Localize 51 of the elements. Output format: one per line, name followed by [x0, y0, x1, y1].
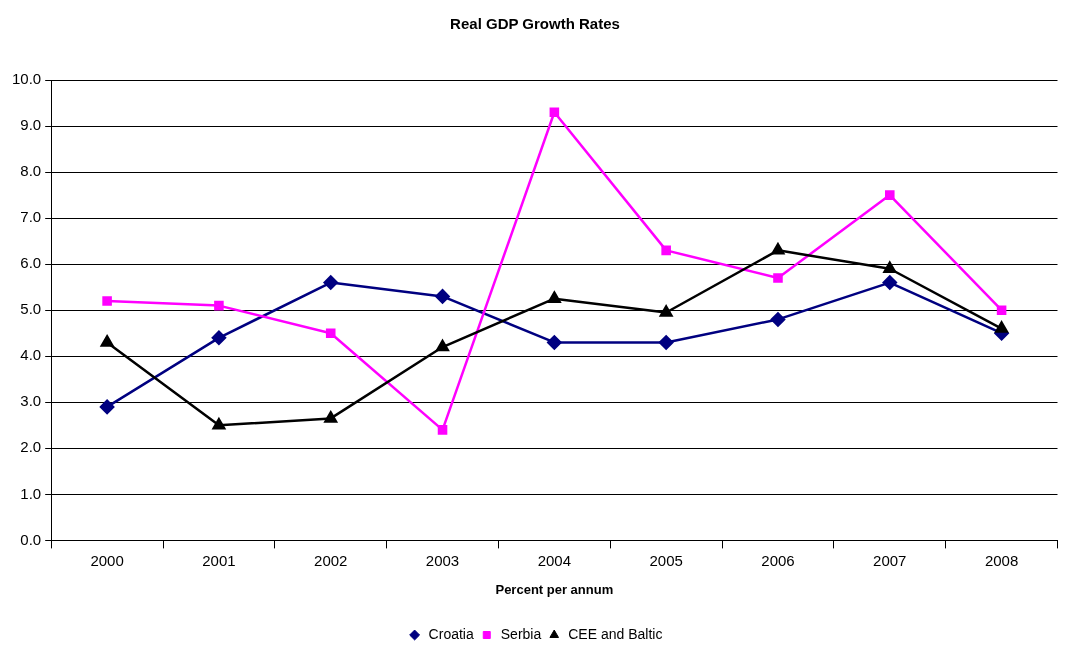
y-tick-label: 4.0: [20, 346, 42, 364]
point: [547, 291, 561, 303]
y-tick-label: 6.0: [20, 254, 42, 272]
point: [885, 190, 895, 200]
x-tick-label: 2008: [984, 551, 1019, 569]
point: [773, 273, 783, 283]
x-tick-label: 2003: [425, 551, 460, 569]
y-tick-label: 9.0: [20, 116, 42, 134]
point: [436, 339, 449, 352]
point: [770, 312, 786, 327]
x-tick-label: 2001: [202, 551, 236, 569]
y-tick-label: 8.0: [20, 162, 42, 180]
point: [323, 275, 338, 290]
point: [212, 418, 226, 430]
point: [211, 330, 227, 346]
y-tick-label: 2.0: [20, 438, 42, 456]
point: [324, 411, 338, 423]
legend-label: CEE and Baltic: [568, 625, 663, 642]
y-tick-label: 7.0: [20, 208, 42, 226]
y-tick-label: 1.0: [20, 484, 42, 502]
point: [882, 275, 898, 290]
point: [214, 300, 224, 311]
legend-label: Croatia: [428, 625, 474, 642]
point: [658, 335, 674, 350]
legend-label: Serbia: [500, 625, 542, 642]
x-axis-title: Percent per annum: [495, 581, 614, 597]
point: [547, 335, 562, 350]
point: [996, 305, 1007, 315]
point: [995, 321, 1009, 333]
x-tick-label: 2007: [873, 551, 907, 569]
y-tick-label: 3.0: [20, 392, 42, 410]
point: [102, 296, 112, 306]
x-tick-label: 2004: [537, 551, 572, 569]
point: [549, 107, 560, 118]
point: [661, 245, 671, 256]
y-tick-label: 10.0: [11, 70, 42, 88]
x-tick-label: 2000: [90, 551, 124, 569]
point: [437, 425, 448, 435]
point: [100, 335, 114, 347]
x-tick-label: 2006: [761, 551, 795, 569]
point: [659, 305, 673, 317]
chart-title: Real GDP Growth Rates: [450, 15, 620, 33]
point: [325, 328, 336, 339]
point: [435, 289, 450, 304]
y-tick-label: 0.0: [20, 530, 42, 548]
x-tick-label: 2005: [649, 551, 683, 569]
point: [99, 399, 115, 415]
x-tick-label: 2002: [314, 551, 348, 569]
point: [771, 243, 785, 255]
point: [883, 261, 897, 274]
y-tick-label: 5.0: [20, 300, 42, 318]
